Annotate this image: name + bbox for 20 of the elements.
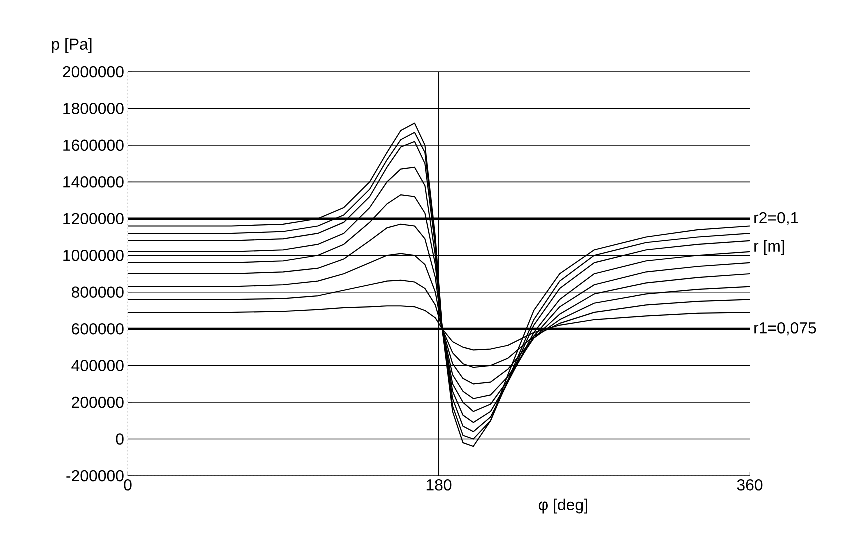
- series-label: r1=0,075: [754, 322, 816, 336]
- y-tick-label: 600000: [72, 323, 124, 335]
- y-tick-label: 1000000: [64, 250, 124, 262]
- y-axis-title: p [Pa]: [52, 38, 92, 54]
- y-tick-label: 400000: [72, 360, 124, 372]
- x-tick-label: 180: [426, 480, 452, 491]
- x-axis-title: φ [deg]: [538, 498, 588, 514]
- y-tick-label: 2000000: [63, 66, 124, 78]
- y-tick-label: 1600000: [64, 140, 124, 152]
- x-tick-label: 0: [124, 480, 132, 491]
- y-tick-label: 0: [116, 434, 124, 445]
- y-tick-label: 1200000: [64, 213, 124, 225]
- text: r [m]: [754, 240, 784, 256]
- y-tick-label: 1400000: [64, 176, 124, 188]
- x-tick-label: 360: [737, 480, 763, 491]
- y-tick-label: 200000: [72, 396, 124, 408]
- y-tick-label: 800000: [72, 286, 124, 298]
- y-tick-label: 1800000: [64, 103, 124, 114]
- series-label: r2=0,1: [754, 212, 798, 226]
- y-tick-label: -200000: [66, 470, 124, 482]
